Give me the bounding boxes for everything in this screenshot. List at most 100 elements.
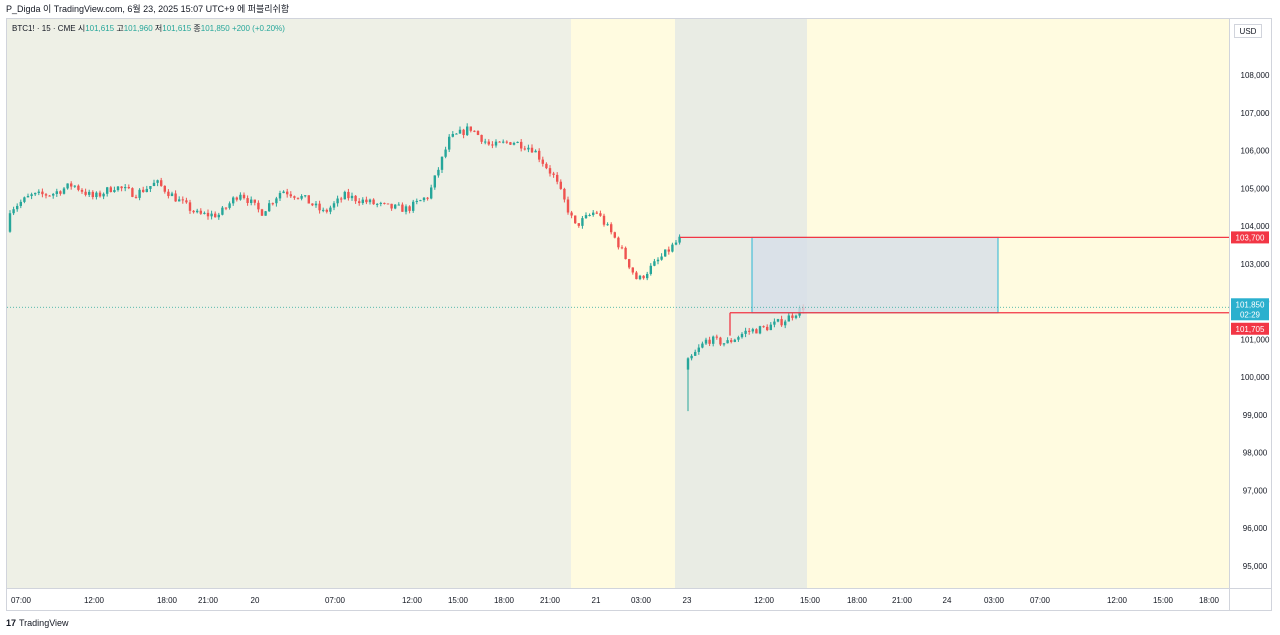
candle-body (289, 194, 292, 197)
candle-body (606, 224, 609, 226)
candle-body (149, 186, 152, 189)
candle-body (246, 198, 249, 203)
y-tick-label: 96,000 (1243, 524, 1268, 533)
candle-body (595, 212, 598, 214)
candle-body (307, 195, 310, 204)
legend-low-value: 101,615 (162, 24, 192, 33)
y-tick-label: 97,000 (1243, 486, 1268, 495)
price-label-level: 101,705 (1236, 325, 1265, 334)
candle-body (516, 141, 519, 143)
candle-body (780, 319, 783, 326)
candle-body (563, 188, 566, 200)
candle-body (690, 355, 693, 359)
candle-body (620, 247, 624, 249)
candle-body (784, 321, 787, 326)
candle-body (70, 183, 73, 187)
candle-body (791, 315, 794, 318)
candle-body (520, 141, 523, 149)
candle-body (66, 183, 69, 189)
y-tick-label: 100,000 (1241, 373, 1270, 382)
candle-body (545, 163, 548, 169)
candle-body (733, 339, 736, 342)
legend-change-value: +200 (+0.20%) (231, 24, 285, 33)
candle-body (748, 330, 751, 332)
y-tick-label: 103,000 (1241, 260, 1270, 269)
candle-body (548, 168, 552, 174)
candle-body (372, 199, 375, 205)
candle-body (502, 141, 505, 143)
candle-body (336, 198, 339, 204)
candle-body (491, 144, 494, 146)
candle-body (293, 196, 296, 198)
x-tick-label: 03:00 (984, 596, 1005, 605)
candle-body (26, 195, 30, 198)
candle-body (440, 156, 444, 170)
candle-body (624, 247, 627, 260)
candle-body (671, 244, 674, 252)
candle-body (19, 201, 22, 206)
candle-body (167, 191, 170, 197)
candle-body (448, 136, 451, 150)
currency-button[interactable]: USD (1234, 24, 1262, 38)
x-tick-label: 20 (251, 596, 260, 605)
x-tick-label: 07:00 (325, 596, 346, 605)
legend-symbol[interactable]: BTC1! · 15 · CME (12, 24, 76, 33)
candle-body (401, 204, 404, 212)
candle-body (584, 215, 588, 219)
candle-body (646, 273, 649, 279)
candle-body (559, 181, 562, 189)
candle-body (697, 347, 700, 352)
candle-body (160, 180, 163, 186)
candle-body (726, 340, 729, 344)
x-tick-label: 15:00 (800, 596, 821, 605)
candle-body (52, 193, 55, 196)
candle-body (437, 169, 440, 176)
candle-body (73, 185, 76, 187)
tradingview-brand-text: TradingView (19, 618, 69, 628)
candle-body (181, 199, 184, 201)
candle-body (494, 141, 498, 146)
candle-body (109, 187, 112, 192)
candle-body (347, 191, 350, 199)
candle-body (127, 187, 130, 189)
candle-body (106, 187, 109, 194)
candle-body (722, 343, 726, 345)
candle-body (744, 330, 747, 334)
candle-body (268, 203, 271, 212)
candle-body (37, 191, 40, 193)
candle-body (552, 173, 555, 175)
candle-body (228, 203, 231, 208)
candle-body (412, 201, 415, 211)
candle-body (773, 321, 776, 325)
x-tick-label: 18:00 (157, 596, 178, 605)
candle-body (325, 209, 328, 212)
candle-body (271, 203, 274, 205)
candle-body (185, 200, 188, 203)
chart-legend: BTC1! · 15 · CME 시101,615 고101,960 저101,… (12, 24, 285, 34)
candlestick-chart[interactable]: 108,000 107,000 106,000 105,000 104,000 103,0… (7, 19, 1271, 610)
candle-body (455, 133, 458, 135)
x-tick-label: 12:00 (84, 596, 105, 605)
candle-body (617, 237, 620, 248)
candle-body (415, 200, 418, 202)
candle-body (368, 199, 372, 203)
candle-body (84, 191, 87, 195)
candle-body (376, 203, 379, 205)
candle-body (610, 224, 613, 233)
chart-area[interactable]: 108,000 107,000 106,000 105,000 104,000 103,0… (6, 18, 1272, 611)
candle-body (350, 195, 354, 199)
candle-body (365, 199, 368, 203)
price-label-last: 101,850 (1236, 300, 1265, 309)
candle-body (221, 207, 224, 215)
candle-body (95, 192, 98, 198)
candles (8, 123, 805, 412)
candle-body (116, 186, 120, 191)
candle-body (343, 191, 346, 200)
candle-body (476, 131, 480, 135)
candle-body (505, 141, 508, 143)
price-label-countdown: 02:29 (1240, 310, 1261, 319)
publish-header: P_Digda 이 TradingView.com, 6월 23, 2025 1… (6, 4, 290, 14)
candle-body (260, 209, 264, 216)
candle-body (469, 126, 472, 131)
candle-body (433, 175, 436, 188)
